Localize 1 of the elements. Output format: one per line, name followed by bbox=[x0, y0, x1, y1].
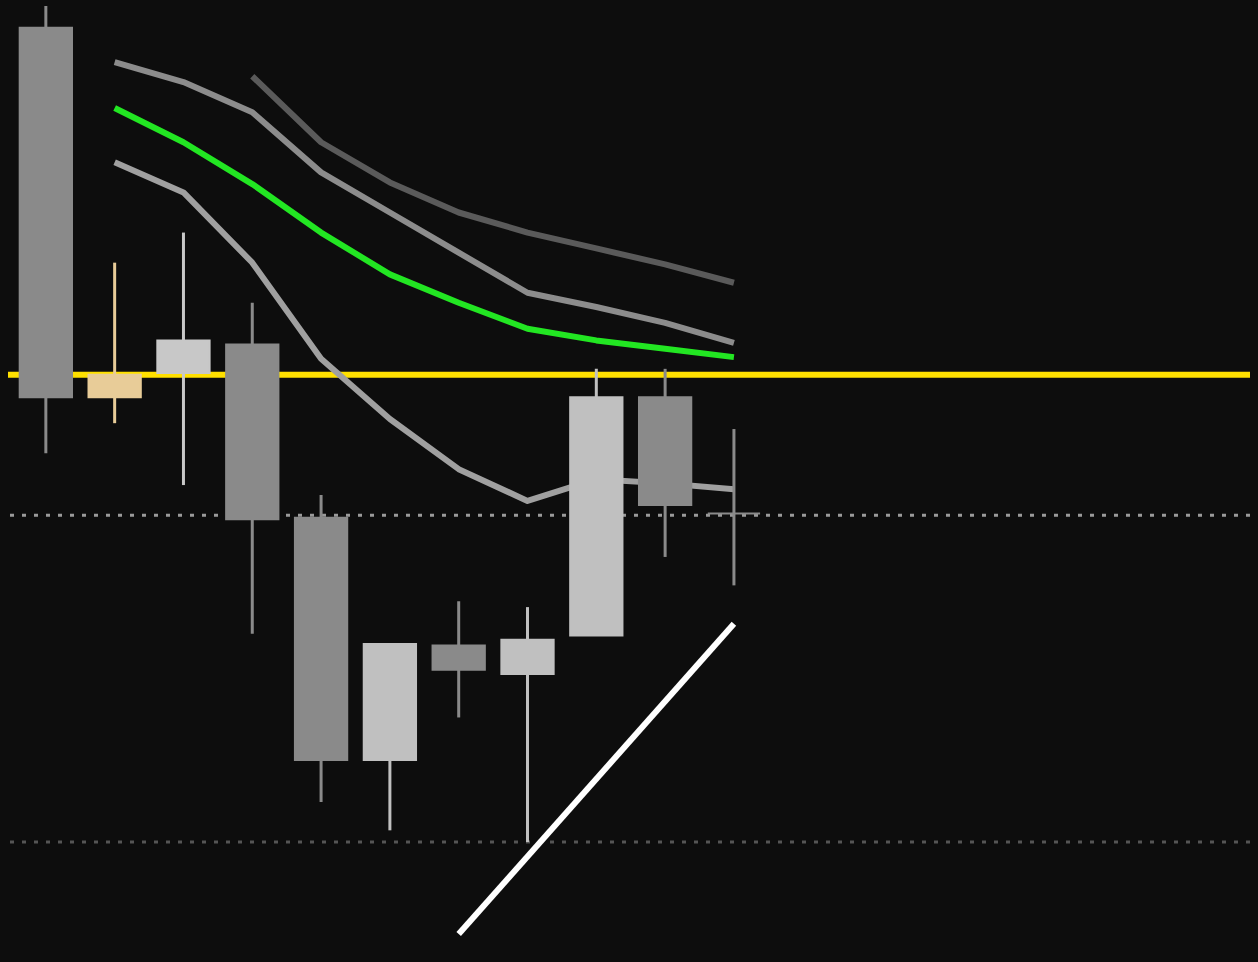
candlestick bbox=[706, 427, 762, 587]
